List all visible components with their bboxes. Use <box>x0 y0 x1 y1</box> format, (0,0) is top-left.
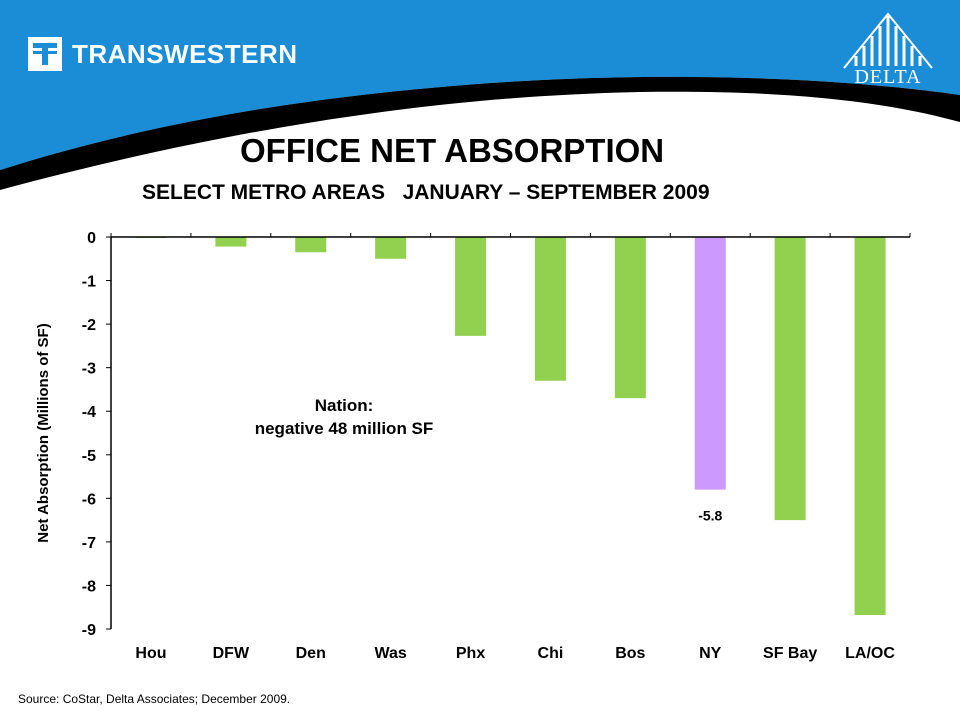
data-label-ny: -5.8 <box>698 508 722 524</box>
brand-name: TRANSWESTERN <box>72 38 298 69</box>
header-band <box>0 0 960 200</box>
x-tick-label: Den <box>296 645 326 662</box>
x-tick-label: NY <box>699 645 722 662</box>
y-tick-label: -3 <box>82 361 96 378</box>
bar-ny <box>694 237 726 490</box>
nation-annotation-line1: Nation: <box>315 396 374 415</box>
bar-chart: Net Absorption (Millions of SF) 0 -1 -2 -3 -… <box>35 230 911 662</box>
brand-logo: TRANSWESTERN <box>28 37 298 71</box>
bar-den <box>295 237 327 253</box>
header-swoosh <box>0 0 960 190</box>
y-tick-label: -1 <box>82 274 96 291</box>
x-tick-label: Bos <box>615 645 645 662</box>
bar-chi <box>534 237 566 381</box>
y-tick-label: -7 <box>82 535 96 552</box>
bar-bos <box>614 237 646 399</box>
brand-mark-icon <box>28 37 62 71</box>
page-title: OFFICE NET ABSORPTION <box>240 132 665 169</box>
source-note: Source: CoStar, Delta Associates; Decemb… <box>18 692 291 706</box>
bar-dfw <box>215 237 247 247</box>
y-tick-label: -2 <box>82 317 96 334</box>
y-axis-label: Net Absorption (Millions of SF) <box>35 323 52 542</box>
partner-name: DELTA <box>854 66 922 88</box>
nation-annotation-line2: negative 48 million SF <box>255 419 434 438</box>
partner-logo-icon <box>843 12 933 69</box>
x-tick-label: SF Bay <box>763 645 817 662</box>
x-tick-label: Hou <box>135 645 166 662</box>
y-tick-label: -5 <box>82 448 96 465</box>
y-tick-label: -9 <box>82 622 96 639</box>
x-tick-label: Was <box>374 645 406 662</box>
y-tick-label: -4 <box>82 404 96 421</box>
y-tick-label: -8 <box>82 578 96 595</box>
bar-phx <box>455 237 487 336</box>
y-tick-label: 0 <box>87 230 96 247</box>
bar-was <box>375 237 407 259</box>
page-subtitle: SELECT METRO AREAS JANUARY – SEPTEMBER 2… <box>142 181 710 204</box>
bar-sf-bay <box>774 237 806 521</box>
bar-la-oc <box>854 237 886 616</box>
x-tick-label: Chi <box>538 645 564 662</box>
x-tick-label: DFW <box>213 645 250 662</box>
x-tick-label: Phx <box>456 645 485 662</box>
x-tick-label: LA/OC <box>845 645 895 662</box>
y-tick-label: -6 <box>82 491 96 508</box>
